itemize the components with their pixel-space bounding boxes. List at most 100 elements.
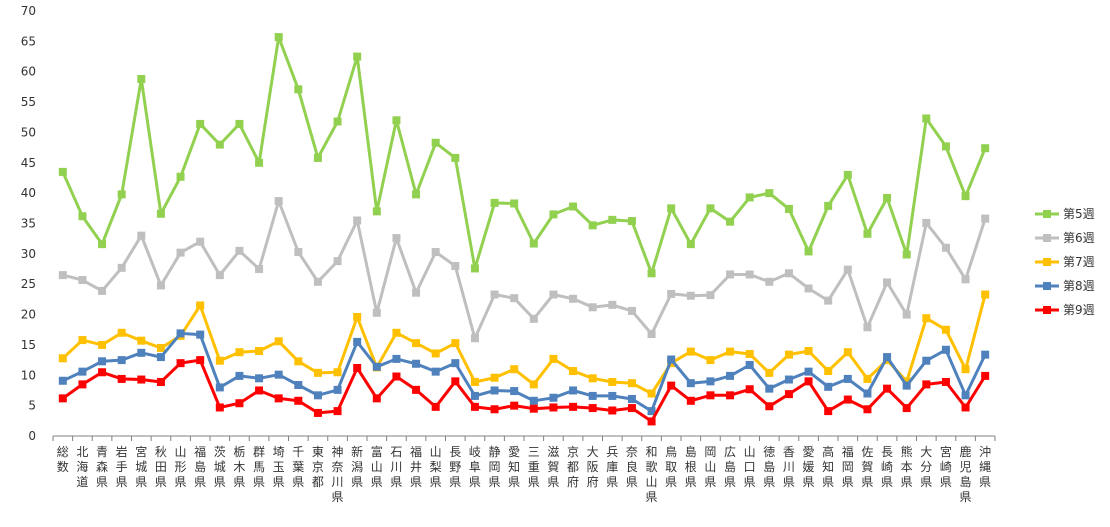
data-point xyxy=(451,377,460,386)
data-point xyxy=(569,202,578,211)
data-point xyxy=(608,406,617,415)
data-point xyxy=(902,250,911,259)
series-2 xyxy=(58,197,990,343)
x-tick-label: 三重県 xyxy=(528,445,540,489)
x-tick-label: 高知県 xyxy=(822,444,834,489)
data-point xyxy=(843,348,852,357)
x-tick-label: 山形県 xyxy=(175,445,187,489)
data-point xyxy=(137,336,146,345)
data-point xyxy=(490,386,499,395)
data-point xyxy=(765,368,774,377)
data-point xyxy=(235,371,244,380)
data-point xyxy=(215,383,224,392)
data-point xyxy=(412,190,421,199)
data-point xyxy=(667,381,676,390)
data-point xyxy=(353,313,362,321)
data-point xyxy=(156,353,165,362)
data-point xyxy=(274,394,283,403)
data-point xyxy=(627,394,636,403)
data-point xyxy=(58,354,67,363)
x-tick-label: 福島県 xyxy=(194,444,206,489)
data-point xyxy=(529,404,538,413)
data-point xyxy=(490,198,499,207)
data-point xyxy=(156,377,165,386)
y-tick-label: 10 xyxy=(21,368,36,382)
data-point xyxy=(569,402,578,411)
data-point xyxy=(196,330,205,339)
data-point xyxy=(117,190,126,199)
data-point xyxy=(647,407,656,416)
data-point xyxy=(745,270,754,279)
data-point xyxy=(58,167,67,176)
data-point xyxy=(941,377,950,386)
data-point xyxy=(451,153,460,162)
data-point xyxy=(137,348,146,357)
x-tick-label: 岡山県 xyxy=(704,445,716,489)
data-point xyxy=(863,374,872,383)
data-point xyxy=(569,367,578,376)
x-tick-label: 兵庫県 xyxy=(606,445,618,489)
x-tick-label: 鳥取県 xyxy=(665,444,677,489)
data-point xyxy=(667,355,676,364)
data-point xyxy=(941,142,950,151)
x-tick-label: 千葉県 xyxy=(292,445,304,489)
data-point xyxy=(647,417,656,426)
data-point xyxy=(529,380,538,389)
data-point xyxy=(274,197,283,206)
data-point xyxy=(824,201,833,210)
x-tick-label: 山梨県 xyxy=(430,445,442,489)
data-point xyxy=(451,262,460,270)
data-point xyxy=(961,391,970,400)
data-point xyxy=(784,375,793,384)
data-point xyxy=(98,357,107,366)
data-point xyxy=(196,119,205,128)
data-point xyxy=(470,391,479,400)
data-point xyxy=(235,119,244,128)
data-point xyxy=(490,405,499,414)
x-tick-label: 福井県 xyxy=(410,444,422,489)
data-point xyxy=(843,265,852,274)
data-point xyxy=(431,138,440,147)
data-point xyxy=(588,374,597,383)
data-point xyxy=(392,372,401,381)
data-point xyxy=(549,210,558,219)
data-point xyxy=(215,271,224,280)
data-point xyxy=(235,246,244,255)
data-point xyxy=(784,204,793,213)
data-point xyxy=(824,367,833,376)
data-point xyxy=(353,364,362,372)
data-point xyxy=(627,306,636,315)
x-tick-label: 総数 xyxy=(57,445,69,474)
x-tick-label: 東京都 xyxy=(312,445,324,489)
x-tick-label: 鹿児島県 xyxy=(960,444,972,504)
x-tick-label: 長野県 xyxy=(449,445,461,489)
data-point xyxy=(529,314,538,323)
x-tick-label: 香川県 xyxy=(783,445,795,489)
data-point xyxy=(98,286,107,295)
data-point xyxy=(156,281,165,290)
data-point xyxy=(765,384,774,393)
data-point xyxy=(863,389,872,398)
x-tick-label: 宮城県 xyxy=(135,444,147,489)
legend-label: 第9週 xyxy=(1063,303,1095,317)
data-point xyxy=(333,257,342,266)
data-point xyxy=(824,382,833,391)
x-tick-label: 奈良県 xyxy=(626,445,638,489)
data-point xyxy=(745,360,754,369)
data-point xyxy=(588,221,597,230)
data-point xyxy=(922,380,931,389)
data-point xyxy=(941,325,950,334)
x-tick-label: 青森県 xyxy=(96,445,108,489)
data-point xyxy=(745,350,754,359)
data-point xyxy=(117,356,126,365)
data-point xyxy=(392,354,401,363)
data-point xyxy=(156,343,165,352)
data-point xyxy=(215,140,224,149)
data-point xyxy=(235,348,244,357)
legend-item: 第9週 xyxy=(1035,303,1095,317)
data-point xyxy=(941,345,950,354)
data-point xyxy=(78,380,87,389)
data-point xyxy=(667,289,676,298)
data-point xyxy=(804,377,813,386)
